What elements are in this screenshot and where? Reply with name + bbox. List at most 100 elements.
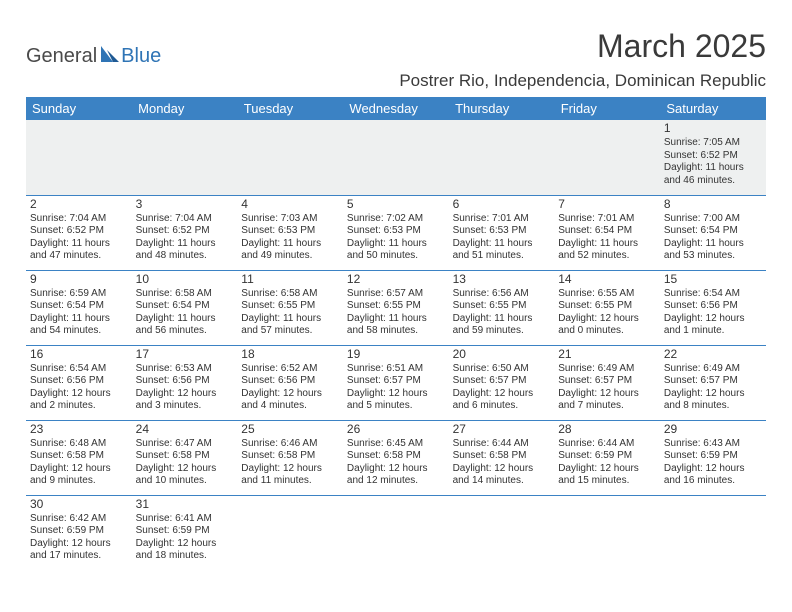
day-number: 20	[453, 347, 551, 362]
day2-text: and 16 minutes.	[664, 475, 762, 488]
day1-text: Daylight: 12 hours	[558, 313, 656, 326]
sunrise-text: Sunrise: 7:05 AM	[664, 137, 762, 150]
day2-text: and 18 minutes.	[136, 550, 234, 563]
sunset-text: Sunset: 6:54 PM	[136, 300, 234, 313]
day2-text: and 53 minutes.	[664, 250, 762, 263]
day-header: Wednesday	[343, 97, 449, 120]
calendar-cell: 6Sunrise: 7:01 AMSunset: 6:53 PMDaylight…	[449, 195, 555, 270]
day1-text: Daylight: 12 hours	[136, 388, 234, 401]
day1-text: Daylight: 12 hours	[136, 463, 234, 476]
day1-text: Daylight: 12 hours	[347, 463, 445, 476]
day-number: 23	[30, 422, 128, 437]
day2-text: and 54 minutes.	[30, 325, 128, 338]
day2-text: and 46 minutes.	[664, 175, 762, 188]
day-number: 12	[347, 272, 445, 287]
day-number: 24	[136, 422, 234, 437]
day1-text: Daylight: 12 hours	[30, 463, 128, 476]
day2-text: and 11 minutes.	[241, 475, 339, 488]
sunrise-text: Sunrise: 6:55 AM	[558, 288, 656, 301]
day-number: 19	[347, 347, 445, 362]
calendar-cell: 18Sunrise: 6:52 AMSunset: 6:56 PMDayligh…	[237, 345, 343, 420]
day-header: Tuesday	[237, 97, 343, 120]
day1-text: Daylight: 12 hours	[241, 388, 339, 401]
day2-text: and 47 minutes.	[30, 250, 128, 263]
page-root: General Blue March 2025 Postrer Rio, Ind…	[0, 0, 792, 612]
calendar-cell	[26, 120, 132, 195]
sunset-text: Sunset: 6:59 PM	[664, 450, 762, 463]
calendar-cell	[343, 495, 449, 570]
sunset-text: Sunset: 6:56 PM	[664, 300, 762, 313]
sunrise-text: Sunrise: 6:51 AM	[347, 363, 445, 376]
sunset-text: Sunset: 6:55 PM	[241, 300, 339, 313]
logo-text-l: l	[93, 45, 97, 68]
day-header: Thursday	[449, 97, 555, 120]
day2-text: and 0 minutes.	[558, 325, 656, 338]
day-number: 28	[558, 422, 656, 437]
calendar-cell: 14Sunrise: 6:55 AMSunset: 6:55 PMDayligh…	[554, 270, 660, 345]
day-number: 31	[136, 497, 234, 512]
day2-text: and 12 minutes.	[347, 475, 445, 488]
sunset-text: Sunset: 6:53 PM	[347, 225, 445, 238]
day2-text: and 14 minutes.	[453, 475, 551, 488]
sunset-text: Sunset: 6:57 PM	[347, 375, 445, 388]
calendar-cell: 25Sunrise: 6:46 AMSunset: 6:58 PMDayligh…	[237, 420, 343, 495]
calendar-row: 1Sunrise: 7:05 AMSunset: 6:52 PMDaylight…	[26, 120, 766, 195]
calendar-cell: 20Sunrise: 6:50 AMSunset: 6:57 PMDayligh…	[449, 345, 555, 420]
sunrise-text: Sunrise: 6:41 AM	[136, 513, 234, 526]
sunset-text: Sunset: 6:55 PM	[453, 300, 551, 313]
calendar-row: 9Sunrise: 6:59 AMSunset: 6:54 PMDaylight…	[26, 270, 766, 345]
sunrise-text: Sunrise: 6:48 AM	[30, 438, 128, 451]
sunrise-text: Sunrise: 6:58 AM	[136, 288, 234, 301]
day-header: Saturday	[660, 97, 766, 120]
sunset-text: Sunset: 6:54 PM	[30, 300, 128, 313]
day-number: 4	[241, 197, 339, 212]
day-header: Sunday	[26, 97, 132, 120]
sunset-text: Sunset: 6:58 PM	[136, 450, 234, 463]
day-header-row: SundayMondayTuesdayWednesdayThursdayFrid…	[26, 97, 766, 120]
calendar-cell	[343, 120, 449, 195]
day-number: 2	[30, 197, 128, 212]
day-number: 11	[241, 272, 339, 287]
calendar-cell	[554, 495, 660, 570]
day1-text: Daylight: 12 hours	[453, 463, 551, 476]
day1-text: Daylight: 12 hours	[664, 388, 762, 401]
sunset-text: Sunset: 6:53 PM	[241, 225, 339, 238]
calendar-body: 1Sunrise: 7:05 AMSunset: 6:52 PMDaylight…	[26, 120, 766, 570]
day1-text: Daylight: 11 hours	[136, 238, 234, 251]
day2-text: and 1 minute.	[664, 325, 762, 338]
day2-text: and 56 minutes.	[136, 325, 234, 338]
day1-text: Daylight: 11 hours	[453, 238, 551, 251]
calendar-row: 16Sunrise: 6:54 AMSunset: 6:56 PMDayligh…	[26, 345, 766, 420]
day2-text: and 17 minutes.	[30, 550, 128, 563]
day-number: 17	[136, 347, 234, 362]
calendar-cell: 1Sunrise: 7:05 AMSunset: 6:52 PMDaylight…	[660, 120, 766, 195]
day1-text: Daylight: 12 hours	[347, 388, 445, 401]
day2-text: and 2 minutes.	[30, 400, 128, 413]
sunrise-text: Sunrise: 6:57 AM	[347, 288, 445, 301]
sail-icon	[99, 44, 121, 69]
sunset-text: Sunset: 6:58 PM	[30, 450, 128, 463]
day2-text: and 6 minutes.	[453, 400, 551, 413]
sunrise-text: Sunrise: 7:01 AM	[453, 213, 551, 226]
day2-text: and 9 minutes.	[30, 475, 128, 488]
day-number: 10	[136, 272, 234, 287]
sunset-text: Sunset: 6:53 PM	[453, 225, 551, 238]
day1-text: Daylight: 11 hours	[664, 162, 762, 175]
logo-text-general: Genera	[26, 45, 93, 68]
calendar-cell: 12Sunrise: 6:57 AMSunset: 6:55 PMDayligh…	[343, 270, 449, 345]
day2-text: and 52 minutes.	[558, 250, 656, 263]
day-number: 30	[30, 497, 128, 512]
day1-text: Daylight: 11 hours	[30, 238, 128, 251]
day-number: 18	[241, 347, 339, 362]
day1-text: Daylight: 11 hours	[453, 313, 551, 326]
sunrise-text: Sunrise: 6:47 AM	[136, 438, 234, 451]
header: General Blue March 2025 Postrer Rio, Ind…	[26, 18, 766, 91]
calendar-cell: 15Sunrise: 6:54 AMSunset: 6:56 PMDayligh…	[660, 270, 766, 345]
sunrise-text: Sunrise: 6:54 AM	[30, 363, 128, 376]
sunrise-text: Sunrise: 7:04 AM	[30, 213, 128, 226]
day-header: Monday	[132, 97, 238, 120]
sunset-text: Sunset: 6:59 PM	[558, 450, 656, 463]
sunset-text: Sunset: 6:54 PM	[558, 225, 656, 238]
day-number: 8	[664, 197, 762, 212]
title-block: March 2025 Postrer Rio, Independencia, D…	[399, 18, 766, 91]
